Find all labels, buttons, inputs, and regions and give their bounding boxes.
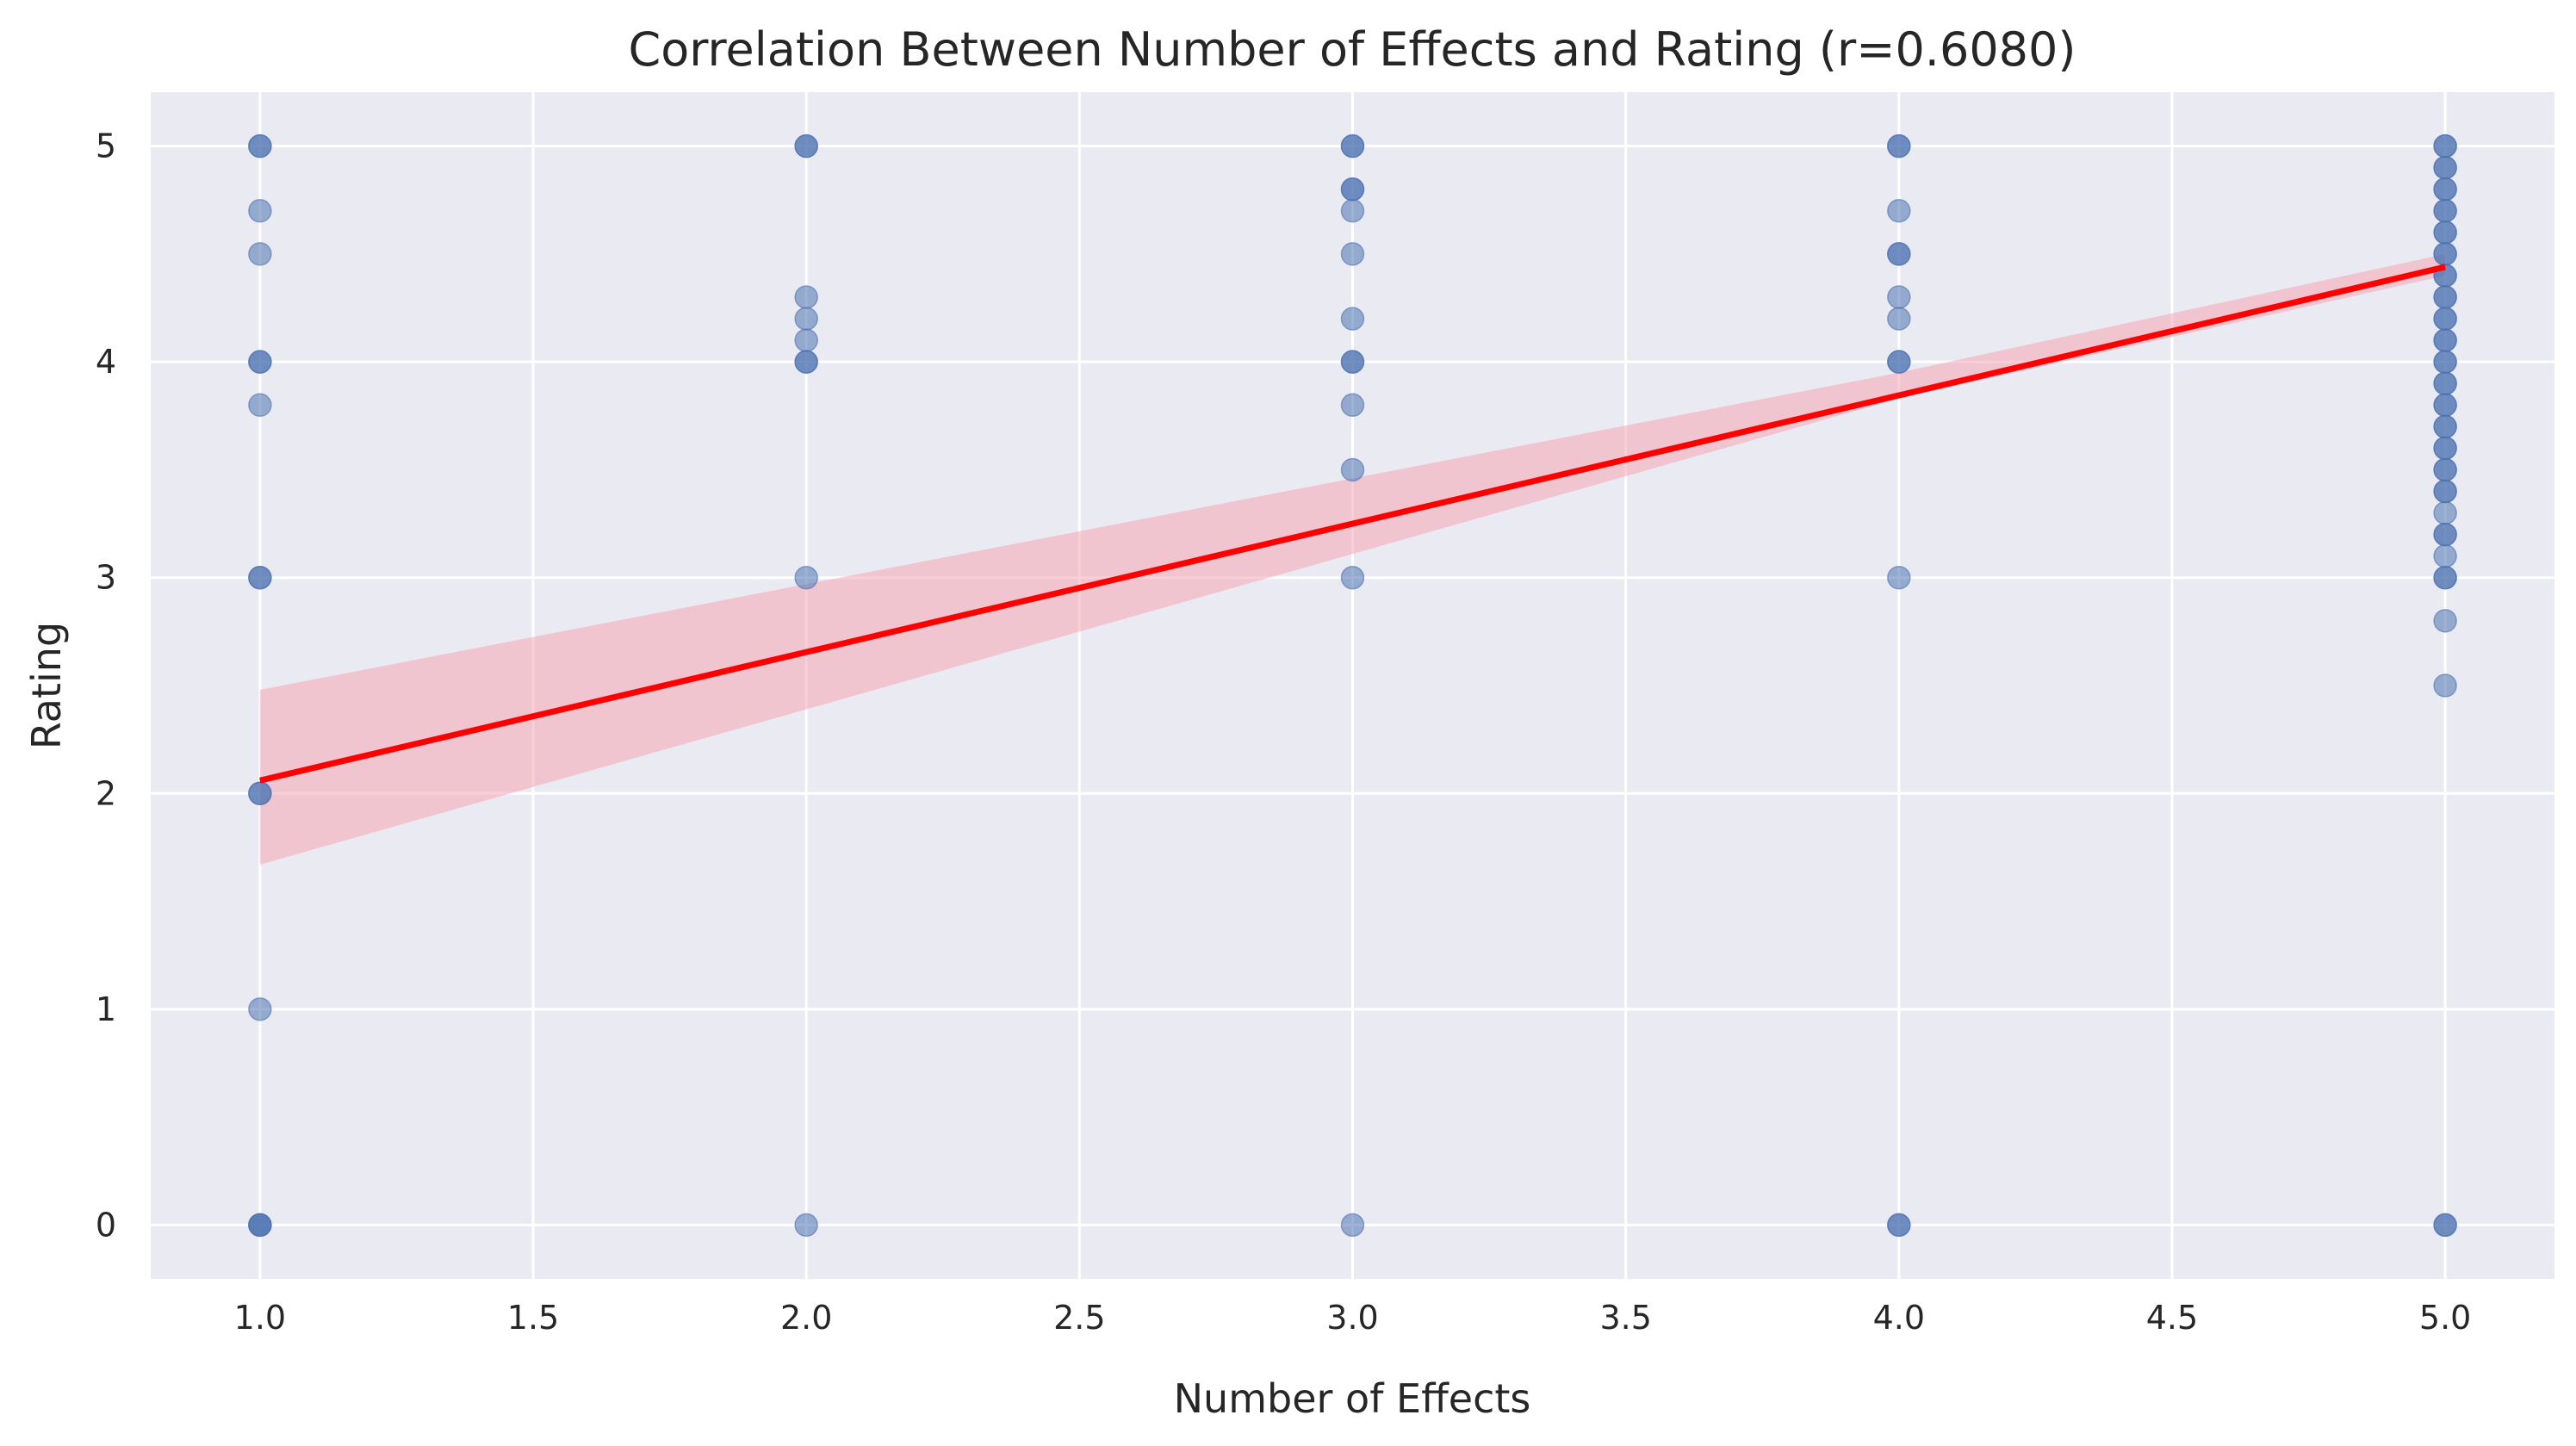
y-tick-label: 1 xyxy=(96,990,116,1028)
data-point xyxy=(1887,350,1911,374)
data-point xyxy=(794,328,818,352)
x-tick-label: 4.0 xyxy=(1873,1299,1925,1337)
data-point xyxy=(2433,457,2457,482)
data-point xyxy=(1887,1213,1911,1238)
data-point xyxy=(1340,1213,1365,1238)
data-point xyxy=(794,307,818,331)
data-point xyxy=(2433,500,2457,525)
data-point xyxy=(248,199,272,223)
data-point xyxy=(2433,414,2457,439)
data-point xyxy=(1340,565,1365,590)
data-point xyxy=(2433,522,2457,547)
data-point xyxy=(794,565,818,590)
x-tick-label: 2.5 xyxy=(1053,1299,1105,1337)
data-point xyxy=(2433,350,2457,374)
y-tick-label: 3 xyxy=(96,559,116,597)
data-point xyxy=(2433,285,2457,309)
x-tick-label: 3.0 xyxy=(1326,1299,1378,1337)
data-points xyxy=(248,133,2457,1238)
data-point xyxy=(2433,609,2457,633)
data-point xyxy=(1887,242,1911,266)
data-point xyxy=(2433,133,2457,158)
data-point xyxy=(2433,220,2457,245)
regression-line xyxy=(259,264,2446,784)
data-point xyxy=(2433,328,2457,352)
data-point xyxy=(2433,1213,2457,1238)
data-point xyxy=(2433,307,2457,331)
data-point xyxy=(1340,393,1365,418)
data-point xyxy=(1340,457,1365,482)
data-point xyxy=(2433,155,2457,180)
y-tick-label: 5 xyxy=(96,127,116,165)
data-point xyxy=(248,781,272,806)
tick-labels: 1.0 1.5 2.0 2.5 3.0 3.5 4.0 4.5 5.0 0 1 2 3 4 5 xyxy=(96,127,2472,1337)
data-point xyxy=(1340,177,1365,202)
y-tick-label: 4 xyxy=(96,343,116,381)
data-point xyxy=(1340,350,1365,374)
x-tick-label: 5.0 xyxy=(2419,1299,2471,1337)
data-point xyxy=(1887,285,1911,309)
data-point xyxy=(248,1213,272,1238)
data-point xyxy=(2433,543,2457,568)
data-point xyxy=(1887,199,1911,223)
data-point xyxy=(2433,199,2457,223)
data-point xyxy=(1340,242,1365,266)
data-point xyxy=(1887,565,1911,590)
x-tick-label: 4.5 xyxy=(2146,1299,2198,1337)
data-point xyxy=(1887,307,1911,331)
data-point xyxy=(794,133,818,158)
x-tick-label: 3.5 xyxy=(1599,1299,1651,1337)
regression-line-layer xyxy=(259,264,2446,784)
x-tick-label: 1.5 xyxy=(507,1299,559,1337)
data-point xyxy=(2433,371,2457,395)
data-point xyxy=(1887,133,1911,158)
data-point xyxy=(2433,673,2457,698)
data-point xyxy=(1340,133,1365,158)
data-point xyxy=(248,133,272,158)
data-point xyxy=(248,393,272,418)
x-tick-label: 1.0 xyxy=(234,1299,286,1337)
data-point xyxy=(248,350,272,374)
y-axis-label: Rating xyxy=(23,622,70,749)
y-tick-label: 0 xyxy=(96,1206,116,1244)
chart-title: Correlation Between Number of Effects an… xyxy=(629,22,2076,77)
x-tick-label: 2.0 xyxy=(780,1299,832,1337)
x-axis-label: Number of Effects xyxy=(1174,1375,1531,1422)
data-point xyxy=(1340,307,1365,331)
data-point xyxy=(2433,177,2457,202)
data-point xyxy=(2433,565,2457,590)
data-point xyxy=(2433,436,2457,461)
confidence-band-layer xyxy=(259,253,2446,865)
data-point xyxy=(248,997,272,1021)
data-point xyxy=(2433,479,2457,504)
data-point xyxy=(794,1213,818,1238)
y-tick-label: 2 xyxy=(96,774,116,812)
data-point xyxy=(794,285,818,309)
data-point xyxy=(1340,199,1365,223)
confidence-band xyxy=(259,253,2446,865)
data-point xyxy=(794,350,818,374)
data-point xyxy=(248,242,272,266)
data-point xyxy=(2433,393,2457,418)
data-point xyxy=(248,565,272,590)
data-point xyxy=(2433,242,2457,266)
